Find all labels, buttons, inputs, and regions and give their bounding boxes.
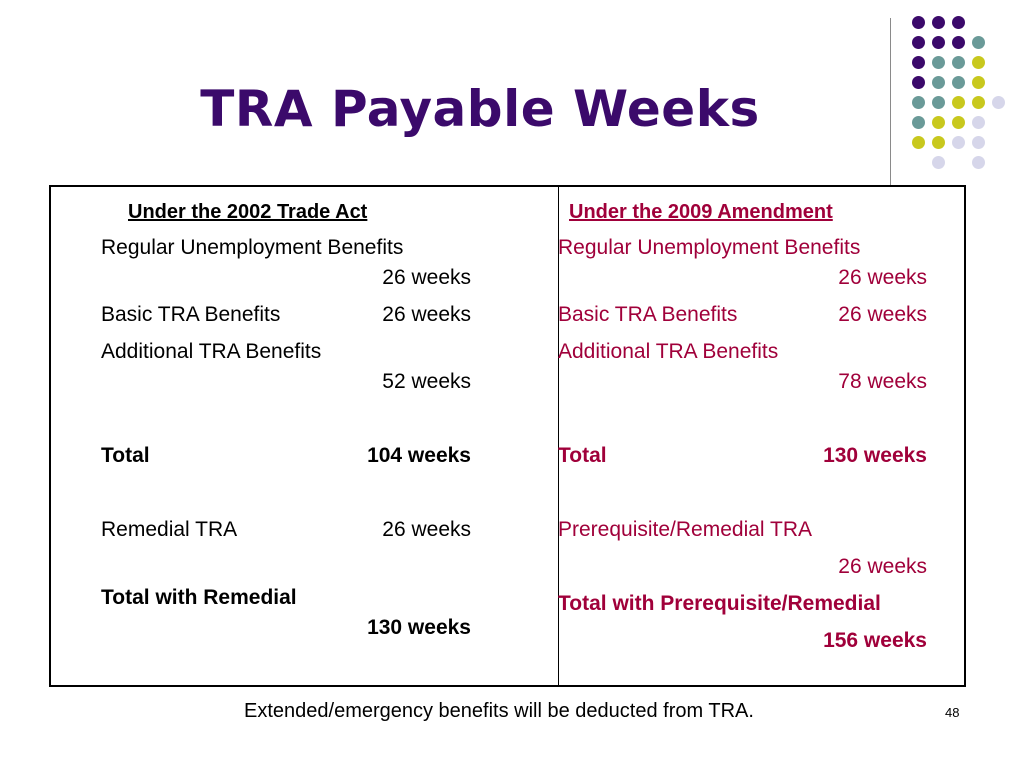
decorative-dot bbox=[912, 116, 925, 129]
slide-title: TRA Payable Weeks bbox=[200, 80, 760, 138]
comparison-table: Under the 2002 Trade Act Regular Unemplo… bbox=[49, 185, 966, 687]
decorative-dot bbox=[952, 116, 965, 129]
decorative-dot bbox=[912, 76, 925, 89]
right-row1-label: Regular Unemployment Benefits bbox=[558, 236, 861, 259]
footer-note: Extended/emergency benefits will be dedu… bbox=[244, 700, 754, 722]
decorative-dot bbox=[912, 96, 925, 109]
decorative-dot bbox=[912, 56, 925, 69]
decorative-dot bbox=[972, 36, 985, 49]
left-column-header: Under the 2002 Trade Act bbox=[128, 201, 368, 223]
decorative-dot bbox=[952, 16, 965, 29]
left-row1-label: Regular Unemployment Benefits bbox=[101, 236, 404, 259]
right-row3-label: Additional TRA Benefits bbox=[558, 340, 779, 363]
decorative-dot bbox=[932, 136, 945, 149]
left-total-remedial-value: 130 weeks bbox=[367, 616, 471, 639]
page-number: 48 bbox=[945, 705, 960, 720]
decorative-dot bbox=[932, 156, 945, 169]
decorative-dot-grid bbox=[0, 0, 1024, 190]
right-row2-value: 26 weeks bbox=[838, 303, 927, 326]
decorative-dot bbox=[912, 136, 925, 149]
right-remedial-label: Prerequisite/Remedial TRA bbox=[558, 518, 813, 541]
decorative-dot bbox=[912, 36, 925, 49]
decorative-dot bbox=[932, 116, 945, 129]
decorative-dot bbox=[952, 136, 965, 149]
decorative-dot bbox=[972, 156, 985, 169]
right-total-remedial-label: Total with Prerequisite/Remedial bbox=[558, 592, 881, 615]
column-divider bbox=[558, 187, 559, 685]
right-row2-label: Basic TRA Benefits bbox=[558, 303, 738, 326]
right-row1-value: 26 weeks bbox=[838, 266, 927, 289]
left-row1-value: 26 weeks bbox=[382, 266, 471, 289]
left-remedial-label: Remedial TRA bbox=[101, 518, 238, 541]
decorative-dot bbox=[952, 76, 965, 89]
right-remedial-value: 26 weeks bbox=[838, 555, 927, 578]
left-row3-value: 52 weeks bbox=[382, 370, 471, 393]
left-total-remedial-label: Total with Remedial bbox=[101, 586, 297, 609]
right-total-remedial-value: 156 weeks bbox=[823, 629, 927, 652]
decorative-dot bbox=[972, 116, 985, 129]
decorative-dot bbox=[932, 36, 945, 49]
left-row3-label: Additional TRA Benefits bbox=[101, 340, 322, 363]
decorative-dot bbox=[932, 96, 945, 109]
right-row3-value: 78 weeks bbox=[838, 370, 927, 393]
left-total-value: 104 weeks bbox=[367, 444, 471, 467]
decorative-vertical-line bbox=[890, 18, 891, 186]
decorative-dot bbox=[952, 96, 965, 109]
decorative-dot bbox=[912, 16, 925, 29]
left-row2-value: 26 weeks bbox=[382, 303, 471, 326]
decorative-dot bbox=[932, 16, 945, 29]
decorative-dot bbox=[952, 56, 965, 69]
decorative-dot bbox=[992, 96, 1005, 109]
left-remedial-value: 26 weeks bbox=[382, 518, 471, 541]
decorative-dot bbox=[932, 56, 945, 69]
decorative-dot bbox=[972, 76, 985, 89]
left-row2-label: Basic TRA Benefits bbox=[101, 303, 281, 326]
decorative-dot bbox=[972, 56, 985, 69]
right-total-label: Total bbox=[558, 444, 607, 467]
decorative-dot bbox=[952, 36, 965, 49]
right-total-value: 130 weeks bbox=[823, 444, 927, 467]
decorative-dot bbox=[972, 96, 985, 109]
left-total-label: Total bbox=[101, 444, 150, 467]
decorative-dot bbox=[932, 76, 945, 89]
right-column-header: Under the 2009 Amendment bbox=[569, 201, 833, 223]
decorative-dot bbox=[972, 136, 985, 149]
